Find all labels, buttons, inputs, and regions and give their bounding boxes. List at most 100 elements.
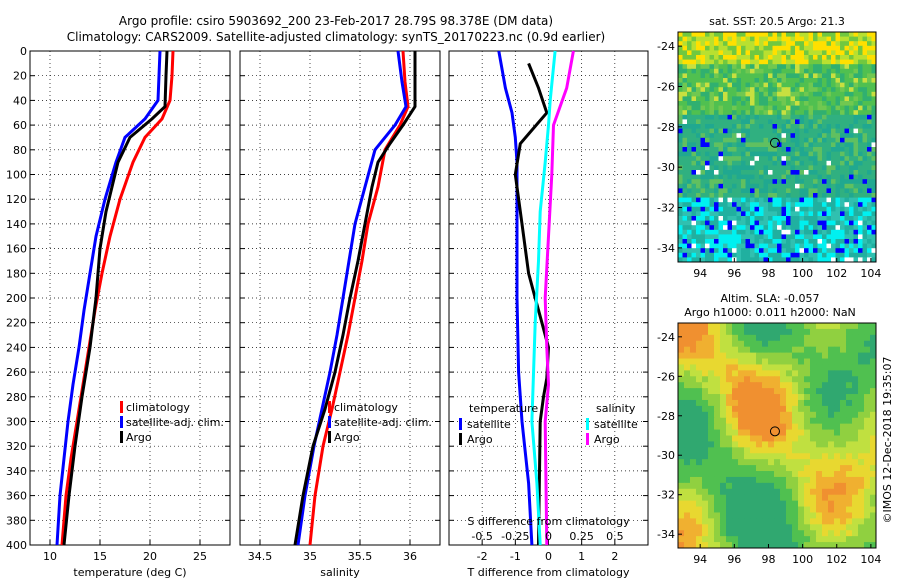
sla-map-cell xyxy=(810,394,817,401)
sst-map-cell xyxy=(691,170,697,176)
sst-map-cell xyxy=(714,160,719,166)
sla-map-cell xyxy=(708,494,715,502)
sst-map-cell xyxy=(759,197,764,203)
sla-map-cell xyxy=(708,459,715,466)
sla-map-cell xyxy=(738,441,745,448)
sst-map-cell xyxy=(826,142,832,148)
sst-map-cell xyxy=(804,229,809,235)
sla-map-cell xyxy=(786,429,793,436)
sst-map-cell xyxy=(817,50,823,56)
sla-map-cell xyxy=(690,536,697,543)
sst-map-cell xyxy=(709,252,715,258)
sla-map-cell xyxy=(720,352,727,360)
sla-map-cell xyxy=(798,323,805,330)
sst-map-cell xyxy=(867,114,872,120)
sst-map-cell xyxy=(790,73,796,79)
sst-map-cell xyxy=(781,257,787,263)
sst-map-cell xyxy=(781,202,787,208)
sst-map-cell xyxy=(786,68,791,74)
sla-map-cell xyxy=(852,530,859,537)
sst-map-cell xyxy=(786,229,791,235)
sla-map-cell xyxy=(678,358,685,365)
sla-map-cell xyxy=(792,423,799,431)
sst-map-cell xyxy=(853,225,859,231)
sst-map-cell xyxy=(808,133,814,139)
sst-map-cell xyxy=(678,101,683,107)
sla-map-cell xyxy=(864,488,871,496)
sst-map-cell xyxy=(777,183,782,189)
sst-map-cell xyxy=(768,64,773,70)
sst-map-cell xyxy=(705,114,710,120)
sst-map-cell xyxy=(709,248,715,254)
sst-map-cell xyxy=(759,193,764,199)
sla-map-cell xyxy=(684,500,691,508)
sst-map-cell xyxy=(849,188,854,194)
sst-map-cell xyxy=(763,206,769,212)
sla-map-cell xyxy=(714,417,721,425)
sst-map-cell xyxy=(759,243,764,249)
sst-map-cell xyxy=(759,110,764,116)
sla-map-cell xyxy=(690,447,697,454)
sst-map-cell xyxy=(750,156,755,162)
sla-map-cell xyxy=(702,435,709,442)
sst-map-cell xyxy=(687,50,692,56)
sla-map-cell xyxy=(744,500,751,508)
sst-map-cell xyxy=(867,96,872,102)
sla-map-cell xyxy=(768,494,775,502)
sst-map-cell xyxy=(777,248,782,254)
sst-map-cell xyxy=(718,59,724,65)
sst-map-cell xyxy=(714,59,719,65)
sst-map-cell xyxy=(736,202,742,208)
sla-map-cell xyxy=(852,435,859,442)
sla-map-cell xyxy=(750,542,757,549)
sst-map-frame xyxy=(677,31,877,263)
sst-map-cell xyxy=(745,124,751,130)
sst-map-cell xyxy=(741,170,746,176)
sst-map-cell xyxy=(853,257,859,263)
sst-map-cell xyxy=(808,124,814,130)
sla-map-cell xyxy=(786,352,793,360)
sla-map-cell xyxy=(768,334,775,342)
sst-map-cell xyxy=(844,128,850,134)
sst-map-cell xyxy=(840,73,845,79)
sst-map-cell xyxy=(741,32,746,38)
sst-map-cell xyxy=(826,114,832,120)
sst-map-cell xyxy=(813,133,818,139)
sst-map-cell xyxy=(790,128,796,134)
sst-map-cell xyxy=(858,147,863,153)
sst-map-cell xyxy=(772,64,778,70)
sla-map-cell xyxy=(774,364,781,371)
sla-map-cell xyxy=(852,488,859,496)
sla-map-cell xyxy=(690,524,697,531)
sst-map-cell xyxy=(687,252,692,258)
sla-map-cell xyxy=(822,411,829,419)
depth-tick-label: 300 xyxy=(6,416,27,429)
sla-map-cell xyxy=(732,476,739,484)
sla-map-cell xyxy=(774,394,781,401)
sst-map-cell xyxy=(768,188,773,194)
sst-map-cell xyxy=(741,252,746,258)
sla-map-cell xyxy=(762,382,769,389)
sst-map-cell xyxy=(732,193,737,199)
sst-map-cell xyxy=(813,73,818,79)
sla-map-cell xyxy=(714,358,721,365)
sst-map-cell xyxy=(844,243,850,249)
sst-map-cell xyxy=(831,41,836,47)
sst-map-cell xyxy=(745,206,751,212)
sst-map-cell xyxy=(763,68,769,74)
sst-map-cell xyxy=(808,220,814,226)
sst-map-cell xyxy=(813,114,818,120)
sst-map-cell xyxy=(867,68,872,74)
sst-map-cell xyxy=(727,82,733,88)
sla-map-cell xyxy=(702,494,709,502)
sst-map-cell xyxy=(700,248,706,254)
sst-map-cell xyxy=(741,160,746,166)
sla-map-cell xyxy=(732,453,739,460)
sla-map-cell xyxy=(768,518,775,525)
sla-map-cell xyxy=(678,370,685,377)
sst-map-cell xyxy=(700,252,706,258)
sst-map-cell xyxy=(817,257,823,263)
sst-map-cell xyxy=(804,105,809,111)
sst-map-cell xyxy=(808,234,814,240)
sst-map-cell xyxy=(759,96,764,102)
